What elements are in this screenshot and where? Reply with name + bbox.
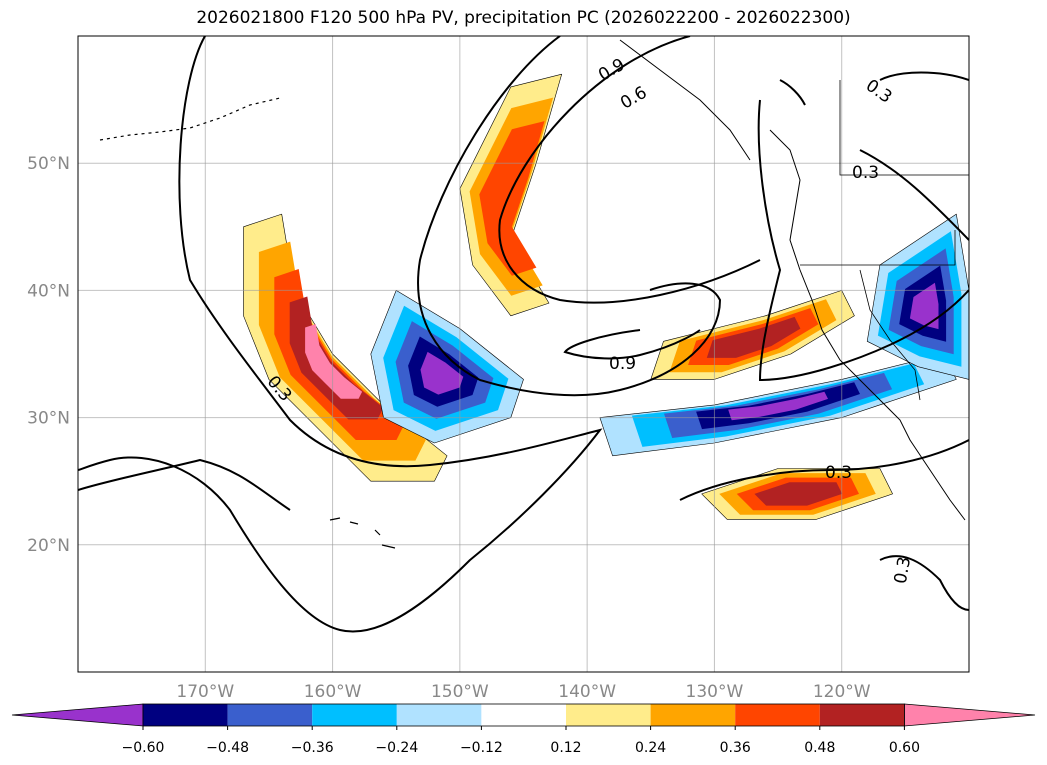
colorbar-tick-label: −0.24 <box>375 740 418 756</box>
pv-contours <box>78 36 969 633</box>
x-tick-label: 150°W <box>431 682 489 702</box>
colorbar-tick-label: −0.48 <box>206 740 249 756</box>
colorbar-frame <box>142 703 905 727</box>
colorbar-segment <box>819 704 905 726</box>
y-tick-label: 30°N <box>27 409 70 429</box>
colorbar-segment <box>312 704 397 726</box>
precipitation-pc-fills <box>243 73 969 520</box>
colorbar-extend-min <box>11 703 144 727</box>
contour-label: 0.3 <box>891 555 915 585</box>
colorbar-segment <box>227 704 313 726</box>
gridlines <box>78 36 969 672</box>
precip-fill-band-130w <box>706 316 801 358</box>
y-axis: 20°N 30°N 40°N 50°N <box>27 154 70 556</box>
contour-label: 0.3 <box>852 163 879 183</box>
y-tick-label: 20°N <box>27 536 70 556</box>
colorbar-tick-label: 0.36 <box>720 740 751 756</box>
y-tick-label: 40°N <box>27 281 70 301</box>
colorbar-tick-label: 0.60 <box>889 740 920 756</box>
colorbar-tick-label: 0.48 <box>804 740 835 756</box>
chart-title: 2026021800 F120 500 hPa PV, precipitatio… <box>196 8 851 28</box>
contour-label: 0.9 <box>609 354 636 374</box>
colorbar-segment <box>396 704 482 726</box>
precip-fill-blob-115w-36n <box>909 282 939 330</box>
colorbar-tick-label: −0.12 <box>460 740 503 756</box>
colorbar-extend-max <box>904 703 1036 727</box>
colorbar-segment <box>143 704 228 726</box>
colorbar-segment <box>566 704 651 726</box>
colorbar-tick-label: −0.60 <box>122 740 165 756</box>
precip-fill-band-160w <box>305 324 363 399</box>
x-axis: 170°W 160°W 150°W 140°W 130°W 120°W <box>176 682 870 702</box>
colorbar-segment <box>481 704 566 726</box>
colorbar-segment <box>735 704 820 726</box>
x-tick-label: 170°W <box>176 682 234 702</box>
plot-frame <box>77 35 970 673</box>
y-tick-label: 50°N <box>27 154 70 174</box>
precip-fill-band-130w-31n <box>728 391 828 421</box>
colorbar-tick-label: 0.12 <box>550 740 581 756</box>
colorbar-segment <box>650 704 736 726</box>
x-tick-label: 140°W <box>558 682 616 702</box>
colorbar: −0.60 −0.48 −0.36 −0.24 −0.12 0.12 0.24 0.36 0.4… <box>11 703 1036 756</box>
precip-fill-blob-150w <box>420 351 464 395</box>
colorbar-tick-label: −0.36 <box>291 740 334 756</box>
x-tick-label: 160°W <box>304 682 362 702</box>
contour-label: 0.3 <box>825 463 852 483</box>
plot-area: 0.9 0.6 0.3 0.3 0.3 0.9 0.3 0.3 <box>78 36 969 672</box>
x-tick-label: 120°W <box>813 682 871 702</box>
x-tick-label: 130°W <box>686 682 744 702</box>
coastlines <box>99 39 969 549</box>
precip-fill-band-125w-26n <box>754 482 843 506</box>
colorbar-tick-label: 0.24 <box>635 740 666 756</box>
